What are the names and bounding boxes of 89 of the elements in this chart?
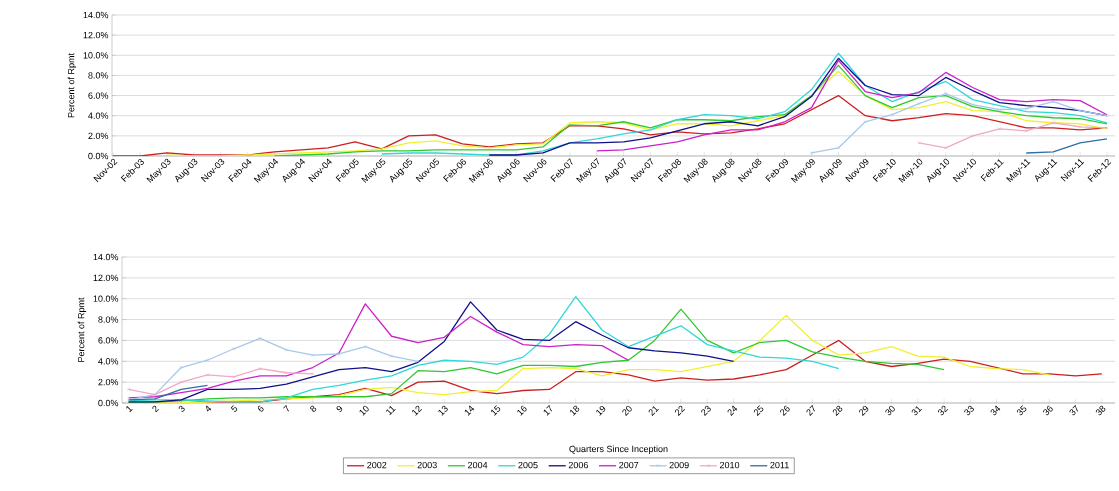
y-tick-label: 2.0%	[88, 132, 109, 140]
x-tick-label: 26	[780, 405, 790, 416]
x-tick-label: 20	[622, 405, 632, 416]
x-tick-label: 2	[152, 405, 159, 413]
point	[1051, 121, 1055, 125]
point	[311, 353, 315, 357]
y-tick-label: 12.0%	[93, 274, 119, 282]
point	[997, 107, 1002, 112]
point	[232, 375, 236, 379]
x-tick-label: 31	[911, 406, 922, 416]
y-axis-title: Percent of Rpmt	[77, 297, 87, 362]
x-tick-label: 7	[283, 405, 289, 412]
y-tick-label: 6.0%	[98, 337, 119, 344]
x-tick-label: 22	[674, 405, 686, 416]
x-tick-label: 35	[1016, 405, 1027, 416]
legend-label: 2011	[770, 461, 789, 469]
point	[284, 371, 289, 375]
y-tick-label: 6.0%	[88, 92, 109, 99]
x-tick-label: 4	[206, 405, 212, 412]
line-series	[1025, 138, 1108, 154]
y-tick-label: 8.0%	[98, 316, 119, 323]
x-tick-label: 15	[491, 405, 501, 416]
point	[205, 358, 210, 362]
y-tick-label: 14.0%	[83, 11, 109, 19]
x-tick-label: 10	[359, 405, 369, 416]
point	[284, 348, 289, 352]
x-tick-label: 24	[727, 405, 738, 416]
y-tick-label: 10.0%	[93, 295, 119, 302]
x-tick-label: 28	[832, 405, 843, 416]
x-tick-label: 37	[1069, 405, 1079, 416]
legend-label: 2003	[417, 461, 437, 469]
x-tick-label: 6	[257, 405, 264, 412]
x-tick-label: 13	[438, 405, 448, 416]
y-tick-label: 0.0%	[98, 399, 119, 407]
x-tick-label: 11	[386, 406, 396, 416]
x-tick-label: 19	[596, 405, 606, 416]
x-tick-label: 36	[1043, 405, 1053, 416]
x-tick-label: 17	[543, 405, 553, 416]
y-tick-label: 8.0%	[88, 72, 109, 79]
point	[389, 354, 394, 358]
x-tick-label: 30	[885, 405, 895, 416]
x-tick-label: 18	[570, 405, 580, 416]
point	[890, 112, 894, 117]
y-tick-label: 4.0%	[98, 358, 119, 365]
point	[205, 373, 210, 377]
y-axis-title: Percent of Rpmt	[67, 53, 77, 118]
x-tick-label: 23	[701, 405, 711, 416]
point	[1024, 129, 1029, 133]
x-tick-label: 16	[517, 405, 527, 416]
x-axis-title: Quarters Since Inception	[569, 445, 668, 454]
point	[258, 336, 262, 341]
x-tick-label: 34	[990, 405, 1001, 416]
point	[944, 146, 948, 150]
legend-label: 2002	[367, 461, 387, 469]
legend-label: 2006	[568, 461, 588, 469]
y-tick-label: 10.0%	[83, 52, 109, 59]
x-tick-label: 32	[937, 405, 949, 416]
x-tick-label: 25	[753, 405, 764, 416]
x-tick-label: 29	[859, 405, 869, 416]
point	[836, 146, 841, 150]
point	[1078, 108, 1082, 113]
x-tick-label: 1	[126, 406, 133, 413]
x-tick-label: 8	[310, 405, 317, 412]
line-series	[596, 59, 1108, 152]
legend-label: 2009	[669, 461, 689, 469]
y-tick-label: 14.0%	[93, 253, 119, 261]
point	[1078, 125, 1082, 129]
point	[179, 380, 183, 384]
legend-label: 2010	[719, 461, 740, 469]
x-tick-label: 5	[230, 405, 238, 412]
legend-label: 2007	[619, 461, 639, 469]
line-series	[127, 303, 630, 399]
x-tick-label: 33	[964, 405, 974, 416]
x-tick-label: 12	[412, 405, 423, 416]
x-tick-label: 38	[1095, 405, 1106, 416]
line-series	[127, 384, 209, 401]
x-tick-label: 9	[336, 405, 343, 412]
x-tick-label: 21	[648, 406, 659, 416]
point	[970, 134, 975, 138]
y-tick-label: 0.0%	[88, 152, 109, 160]
y-tick-label: 2.0%	[98, 378, 119, 386]
x-tick-label: 14	[464, 405, 475, 416]
legend-label: 2005	[518, 461, 538, 469]
legend-label: 2004	[468, 461, 488, 469]
y-tick-label: 4.0%	[88, 112, 109, 119]
x-tick-label: 27	[806, 405, 816, 416]
point	[997, 127, 1002, 131]
x-tick-label: 3	[178, 405, 185, 412]
y-tick-label: 12.0%	[83, 31, 109, 39]
